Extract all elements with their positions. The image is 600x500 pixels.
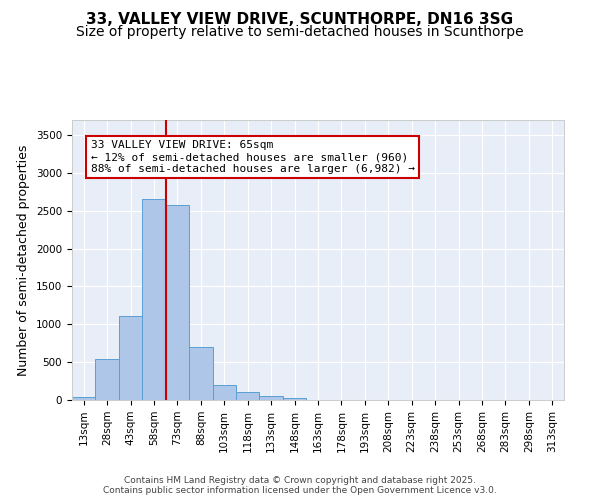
- Bar: [283, 398, 306, 400]
- Bar: [259, 396, 283, 400]
- Bar: [236, 392, 259, 400]
- Bar: [95, 359, 119, 400]
- Bar: [119, 316, 142, 400]
- Y-axis label: Number of semi-detached properties: Number of semi-detached properties: [17, 144, 31, 376]
- Bar: [166, 205, 189, 400]
- Bar: [72, 398, 95, 400]
- Text: Contains HM Land Registry data © Crown copyright and database right 2025.
Contai: Contains HM Land Registry data © Crown c…: [103, 476, 497, 495]
- Text: 33 VALLEY VIEW DRIVE: 65sqm
← 12% of semi-detached houses are smaller (960)
88% : 33 VALLEY VIEW DRIVE: 65sqm ← 12% of sem…: [91, 140, 415, 173]
- Text: 33, VALLEY VIEW DRIVE, SCUNTHORPE, DN16 3SG: 33, VALLEY VIEW DRIVE, SCUNTHORPE, DN16 …: [86, 12, 514, 28]
- Text: Size of property relative to semi-detached houses in Scunthorpe: Size of property relative to semi-detach…: [76, 25, 524, 39]
- Bar: [189, 347, 212, 400]
- Bar: [142, 198, 166, 400]
- Bar: [212, 385, 236, 400]
